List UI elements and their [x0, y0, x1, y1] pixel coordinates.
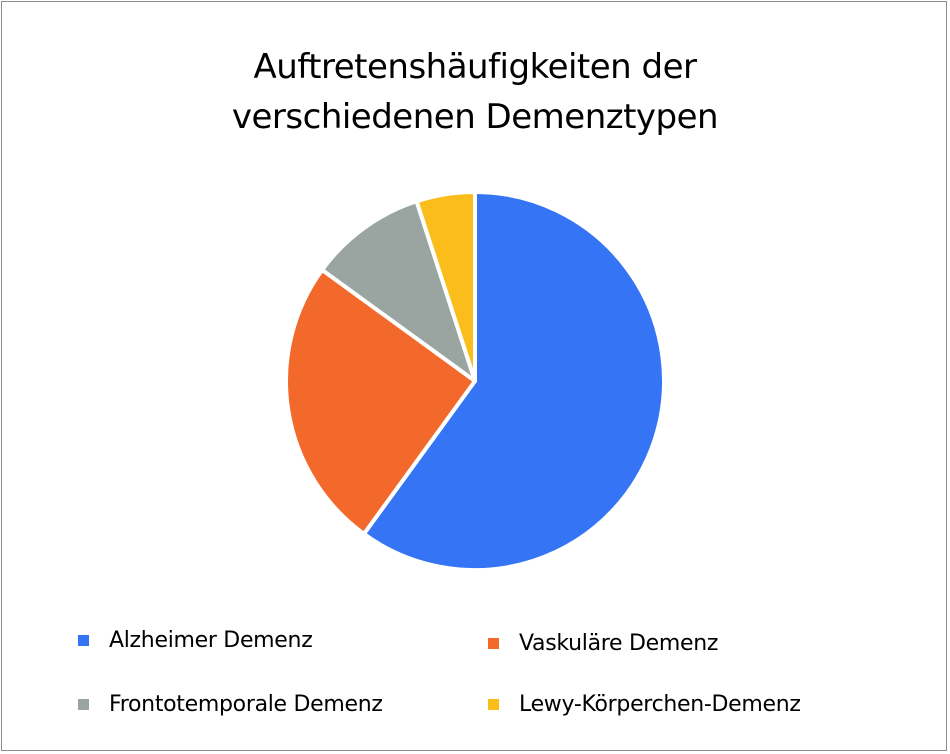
legend-item-alzheimer: Alzheimer Demenz — [78, 628, 313, 653]
legend-item-frontotemporal: Frontotemporale Demenz — [78, 692, 383, 717]
pie-slice-lewy — [414, 190, 477, 383]
legend-swatch-alzheimer — [78, 635, 89, 646]
chart-title-line-1: Auftretenshäufigkeiten der — [253, 47, 697, 87]
legend-label-alzheimer: Alzheimer Demenz — [109, 628, 313, 653]
legend-label-frontotemporal: Frontotemporale Demenz — [109, 692, 383, 717]
legend-item-vaskulaer: Vaskuläre Demenz — [488, 631, 718, 656]
legend-swatch-lewy — [488, 699, 499, 710]
legend-label-vaskulaer: Vaskuläre Demenz — [519, 631, 719, 656]
chart-title-line-2: verschiedenen Demenztypen — [231, 97, 719, 137]
pie-chart — [284, 190, 666, 572]
legend-label-lewy: Lewy-Körperchen-Demenz — [519, 692, 801, 717]
pie-slice-alzheimer — [361, 190, 666, 572]
legend-swatch-vaskulaer — [488, 638, 499, 649]
legend-swatch-frontotemporal — [78, 699, 89, 710]
legend-item-lewy: Lewy-Körperchen-Demenz — [488, 692, 801, 717]
pie-slice-frontotemporal — [320, 199, 477, 383]
chart-title: Auftretenshäufigkeiten der verschiedenen… — [0, 42, 950, 142]
pie-slice-vaskulaer — [284, 267, 477, 536]
